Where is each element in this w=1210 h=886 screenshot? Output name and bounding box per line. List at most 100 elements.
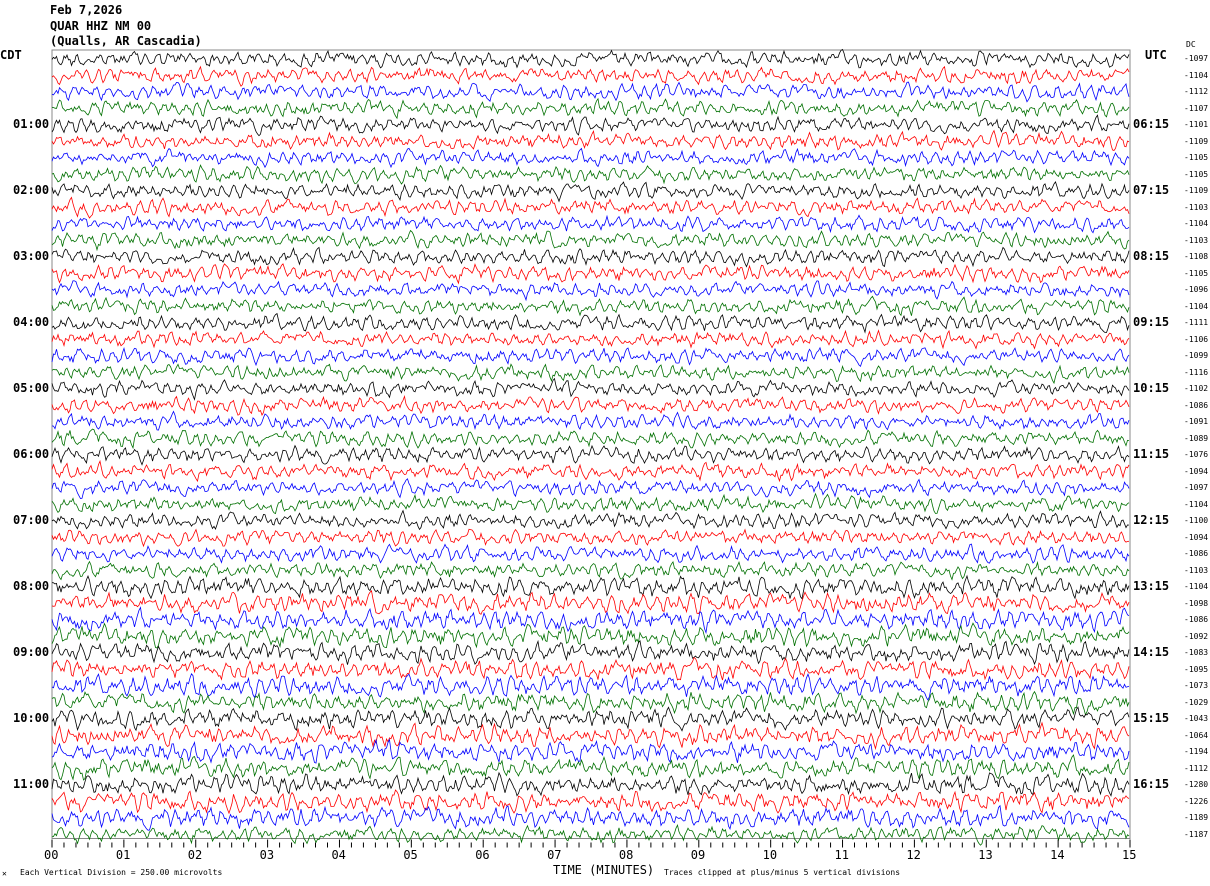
dc-offset-label: -1194 (1184, 747, 1209, 756)
dc-offset-label: -1073 (1184, 681, 1209, 690)
trace-line (51, 129, 1130, 151)
right-timezone: UTC (1145, 48, 1167, 62)
trace-line (51, 394, 1130, 416)
left-hour-label: 06:00 (13, 447, 50, 461)
trace-line (51, 377, 1130, 401)
trace-line (51, 543, 1130, 564)
trace-line (51, 509, 1130, 531)
x-tick-label: 04 (331, 848, 346, 862)
x-tick-label: 00 (44, 848, 59, 862)
trace-line (51, 196, 1130, 219)
dc-offset-label: -1107 (1184, 103, 1209, 113)
x-tick-label: 02 (187, 848, 203, 862)
trace-line (51, 528, 1130, 548)
dc-offset-label: -1105 (1184, 153, 1209, 162)
right-hour-label: 16:15 (1133, 777, 1170, 791)
left-hour-label: 09:00 (13, 645, 50, 659)
dc-offset-label: -1094 (1184, 532, 1209, 542)
dc-offset-label: -1104 (1184, 70, 1209, 80)
trace-line (51, 48, 1130, 69)
trace-line (51, 804, 1130, 831)
right-hour-label: 07:15 (1133, 183, 1170, 197)
dc-offset-label: -1086 (1184, 549, 1209, 558)
trace-line (51, 606, 1130, 635)
trace-line (51, 295, 1130, 317)
dc-offset-label: -1095 (1184, 664, 1209, 674)
dc-offset-label: -1089 (1184, 433, 1209, 443)
left-hour-label: 07:00 (13, 513, 50, 527)
trace-line (51, 444, 1130, 466)
trace-line (51, 754, 1130, 781)
left-hour-label: 08:00 (13, 579, 50, 593)
right-hour-label: 10:15 (1133, 381, 1170, 395)
dc-offset-label: -1280 (1184, 780, 1209, 789)
left-timezone: CDT (0, 48, 22, 62)
trace-line (51, 672, 1130, 701)
dc-offset-label: -1092 (1184, 631, 1209, 641)
x-tick-label: 06 (475, 848, 490, 862)
dc-offset-label: -1189 (1184, 813, 1209, 822)
x-tick-label: 05 (403, 848, 418, 862)
scale-note: Each Vertical Division = 250.00 microvol… (20, 868, 223, 877)
trace-line (51, 81, 1130, 103)
dc-offset-label: -1029 (1184, 697, 1209, 707)
logo-icon: ✕ (2, 869, 7, 878)
trace-line (51, 346, 1130, 367)
trace-line (51, 246, 1130, 268)
right-hour-label: 13:15 (1133, 579, 1170, 593)
dc-offset-label: -1091 (1184, 417, 1209, 426)
dc-offset-label: -1104 (1184, 582, 1209, 591)
trace-line (51, 690, 1130, 716)
trace-line (51, 824, 1130, 846)
x-axis-label: TIME (MINUTES) (553, 863, 655, 877)
right-hour-label: 11:15 (1133, 447, 1170, 461)
dc-offset-label: -1226 (1184, 796, 1209, 806)
date-label: Feb 7,2026 (50, 3, 123, 17)
trace-line (51, 410, 1130, 431)
x-tick-label: 03 (259, 848, 275, 862)
right-hour-label: 14:15 (1133, 645, 1170, 659)
trace-line (51, 65, 1130, 87)
trace-line (51, 738, 1130, 764)
left-hour-label: 01:00 (13, 117, 50, 131)
dc-offset-label: -1043 (1184, 714, 1209, 723)
dc-offset-label: -1083 (1184, 648, 1209, 657)
x-tick-label: 15 (1122, 848, 1137, 862)
dc-offset-label: -1104 (1184, 499, 1209, 509)
dc-offset-label: -1187 (1184, 829, 1209, 839)
location-label: (Qualls, AR Cascadia) (50, 34, 202, 48)
dc-offset-label: -1094 (1184, 466, 1209, 476)
trace-line (51, 656, 1130, 681)
trace-line (51, 721, 1130, 751)
dc-offset-label: -1112 (1184, 87, 1209, 96)
left-hour-label: 03:00 (13, 249, 50, 263)
dc-offset-label: -1097 (1184, 54, 1209, 63)
right-hour-label: 15:15 (1133, 711, 1170, 725)
dc-offset-label: -1111 (1184, 318, 1209, 327)
x-tick-label: 13 (978, 848, 993, 862)
x-tick-label: 09 (690, 848, 706, 862)
dc-offset-label: -1108 (1184, 252, 1209, 261)
trace-line (51, 789, 1130, 815)
left-hour-label: 04:00 (13, 315, 50, 329)
dc-offset-label: -1076 (1184, 450, 1209, 459)
trace-line (51, 164, 1130, 185)
trace-line (51, 97, 1130, 120)
dc-offset-label: -1105 (1184, 268, 1209, 278)
left-hour-label: 10:00 (13, 711, 50, 725)
dc-offset-label: -1112 (1184, 763, 1209, 773)
trace-line (51, 478, 1130, 500)
station-label: QUAR HHZ NM 00 (50, 19, 152, 33)
x-tick-label: 07 (547, 848, 562, 862)
dc-offset-label: -1097 (1184, 483, 1209, 492)
dc-offset-label: -1116 (1184, 367, 1209, 377)
trace-line (51, 706, 1130, 732)
dc-offset-label: -1102 (1184, 384, 1209, 393)
trace-line (51, 560, 1130, 581)
trace-line (51, 114, 1130, 137)
trace-line (51, 428, 1130, 450)
x-tick-label: 10 (762, 848, 778, 862)
x-tick-label: 12 (906, 848, 921, 862)
dc-label: DC (1186, 40, 1196, 49)
trace-line (51, 771, 1130, 797)
